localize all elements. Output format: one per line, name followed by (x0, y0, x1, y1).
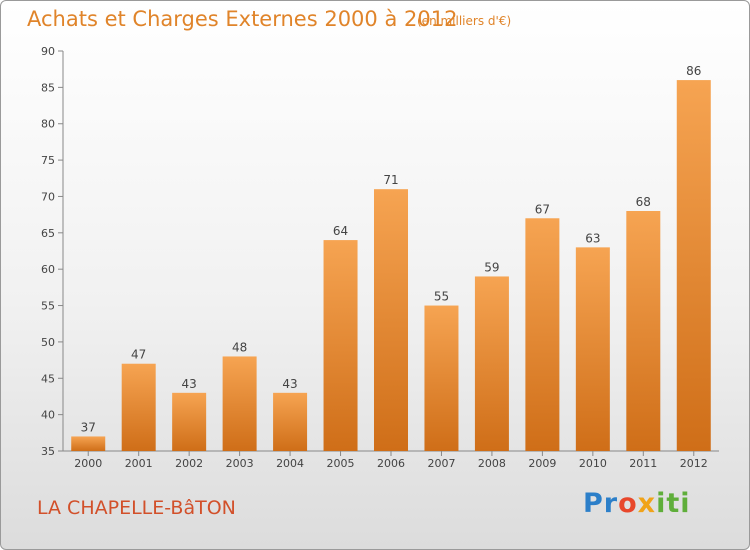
x-tick-label: 2010 (579, 457, 607, 470)
bar (424, 305, 459, 451)
x-tick-label: 2008 (478, 457, 506, 470)
bar (273, 392, 308, 451)
data-label: 67 (535, 202, 550, 216)
data-label: 55 (434, 290, 449, 304)
data-label: 86 (686, 64, 701, 78)
logo-part-4: iti (656, 488, 691, 519)
x-tick-label: 2009 (528, 457, 556, 470)
bar (626, 211, 661, 451)
bar (323, 240, 358, 451)
bar (374, 189, 408, 451)
x-tick-label: 2004 (276, 457, 304, 470)
proxiti-logo: Proxiti (583, 488, 691, 519)
data-label: 37 (81, 420, 96, 434)
x-tick-label: 2012 (680, 457, 708, 470)
y-tick-label: 40 (41, 409, 55, 422)
data-label: 63 (585, 231, 600, 245)
bar (71, 436, 106, 451)
data-label: 59 (484, 260, 499, 274)
y-tick-label: 65 (41, 227, 55, 240)
bar (172, 392, 207, 451)
y-tick-label: 60 (41, 263, 55, 276)
data-label: 68 (636, 195, 651, 209)
y-tick-label: 90 (41, 45, 55, 58)
x-tick-label: 2003 (226, 457, 254, 470)
data-label: 43 (182, 377, 197, 391)
commune-name: LA CHAPELLE-BâTON (37, 497, 236, 519)
logo-part-3: x (637, 488, 657, 519)
logo-part-2: o (618, 488, 638, 519)
x-tick-label: 2000 (74, 457, 102, 470)
y-tick-label: 50 (41, 336, 55, 349)
x-tick-label: 2007 (427, 457, 455, 470)
data-label: 43 (282, 377, 297, 391)
chart-subtitle: (en milliers d'€) (417, 14, 512, 28)
logo-part-1: Pr (583, 488, 619, 519)
y-tick-label: 75 (41, 154, 55, 167)
y-tick-label: 35 (41, 445, 55, 458)
y-tick-label: 85 (41, 81, 55, 94)
data-label: 48 (232, 340, 247, 354)
y-tick-label: 80 (41, 118, 55, 131)
bar (676, 80, 711, 451)
bar (121, 363, 156, 451)
x-tick-label: 2005 (327, 457, 355, 470)
x-tick-label: 2006 (377, 457, 405, 470)
y-tick-label: 55 (41, 300, 55, 313)
chart-title: Achats et Charges Externes 2000 à 2012 (27, 7, 458, 31)
bar (474, 276, 509, 451)
bar (222, 356, 257, 451)
x-tick-label: 2002 (175, 457, 203, 470)
x-tick-label: 2001 (125, 457, 153, 470)
data-label: 47 (131, 348, 146, 362)
x-tick-label: 2011 (629, 457, 657, 470)
y-tick-label: 70 (41, 190, 55, 203)
bar (575, 247, 610, 451)
data-label: 64 (333, 224, 348, 238)
data-label: 71 (383, 173, 398, 187)
y-tick-label: 45 (41, 372, 55, 385)
bar (525, 218, 560, 451)
